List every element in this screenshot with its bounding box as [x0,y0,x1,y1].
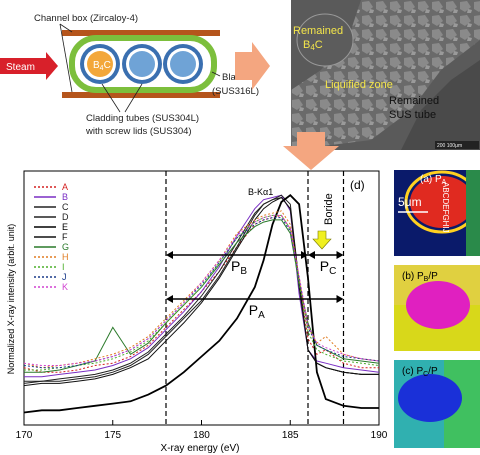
cladding-tube-3 [163,44,203,84]
series-line-e [23,194,379,414]
map-b-grain [406,281,470,329]
sus-tube-label-2: SUS tube [389,109,436,121]
blade-material: (SUS316L) [212,86,259,97]
range-arrows: PB PC PA [166,251,344,321]
steam-label: Steam [6,62,35,73]
channel-box-leader-2 [59,23,73,93]
range-arrow-pa: PA [166,295,344,321]
legend-label-i: I [62,262,65,272]
cladding-tube-1 [80,44,120,84]
series-line-h [23,210,380,369]
boride-label: Boride [323,193,335,225]
remained-b4c-label-2: B4C [303,39,323,52]
cladding-leader-1 [101,83,121,113]
legend-label-k: K [62,282,68,292]
range-label-pc: PC [320,258,337,277]
cladding-label-line1: Cladding tubes (SUS304L) [86,113,199,124]
map-a-right-band [466,170,480,256]
x-tick-label: 185 [282,430,299,441]
sus-tube-label-1: Remained [389,95,439,107]
remained-b4c-grain [296,13,354,67]
legend-label-b: B [62,192,68,202]
x-tick-label: 180 [193,430,210,441]
liquified-zone-label: Liquified zone [325,79,393,91]
map-c-label: (c) PC/P [402,366,438,378]
blade-label: Blade [222,72,246,83]
scale-bar-box [435,141,479,149]
range-arrow-pb: PB [166,251,308,277]
series-lines [23,194,380,414]
legend-label-f: F [62,232,68,242]
blade-leader [211,71,221,77]
x-axis-label: X-ray energy (eV) [161,443,240,454]
map-b-label: (b) PB/P [402,271,438,283]
map-c-grain [398,374,462,422]
x-tick-label: 175 [104,430,121,441]
map-a-label: (a) PA [420,174,447,186]
legend-label-e: E [62,222,68,232]
cladding-leader-2 [124,83,143,113]
panel-label: (d) [350,178,365,192]
sem-micrograph: Remained B4C Liquified zone Remained SUS… [291,0,480,150]
channel-box-schematic: B4C Steam Channel box (Zircaloy-4) Blade… [0,13,270,137]
cladding-label-line2: with screw lids (SUS304) [85,126,192,137]
x-ticks: 170 175 180 185 190 [16,420,388,441]
legend-label-a: A [62,182,68,192]
map-a-scale: 5μm [398,195,422,209]
peak-label: B-Kα1 [248,187,273,197]
channel-box-top-plate [62,30,220,36]
blade [69,35,217,93]
series-line-k [23,214,380,366]
legend-label-d: D [62,212,69,222]
series-line-j [23,217,380,369]
y-axis-label: Normalized X-ray intensity (arbit. unit) [6,224,16,375]
steam-arrow [0,52,58,80]
cladding-tube-2 [122,44,162,84]
range-label-pb: PB [231,258,247,277]
down-arrow [283,132,339,170]
x-tick-label: 170 [16,430,33,441]
legend-label-j: J [62,272,67,282]
range-label-pa: PA [249,302,265,321]
boride-arrow [312,230,332,250]
liquified-zone-texture [291,0,480,150]
legend-label-c: C [62,202,69,212]
right-arrow [235,42,270,90]
sus-tube-region [401,60,480,150]
map-a-points: ABCDEFGHIJ [441,182,450,233]
dashed-markers [165,171,345,425]
scale-bar-text: 200 100μm [437,143,462,149]
legend-label-g: G [62,242,69,252]
x-tick-label: 190 [371,430,388,441]
channel-box-leader [59,23,73,33]
b4c-label: B4C [93,60,111,72]
element-maps: (a) PA 5μm ABCDEFGHIJ (b) PB/P (c) PC/P [394,170,480,448]
channel-box-bottom-plate [62,92,220,98]
series-line-a [23,214,379,373]
remained-b4c-label-1: Remained [293,25,343,37]
legend-label-h: H [62,252,69,262]
range-arrow-pc: PC [308,251,344,277]
series-line-f [23,196,379,387]
channel-box-label: Channel box (Zircaloy-4) [34,13,138,24]
map-a-grain [410,176,474,228]
